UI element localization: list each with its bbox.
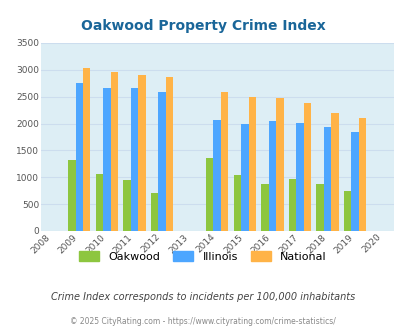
Bar bbox=[330, 113, 338, 231]
Bar bbox=[275, 98, 283, 231]
Bar bbox=[248, 97, 255, 231]
Bar bbox=[233, 175, 241, 231]
Bar bbox=[268, 121, 275, 231]
Bar bbox=[83, 68, 90, 231]
Bar bbox=[205, 158, 213, 231]
Bar bbox=[323, 127, 330, 231]
Bar bbox=[213, 120, 220, 231]
Text: Oakwood Property Crime Index: Oakwood Property Crime Index bbox=[81, 19, 324, 33]
Bar bbox=[123, 180, 130, 231]
Bar bbox=[315, 184, 323, 231]
Bar bbox=[296, 123, 303, 231]
Bar bbox=[303, 103, 310, 231]
Bar bbox=[358, 117, 365, 231]
Bar bbox=[103, 87, 110, 231]
Bar bbox=[220, 92, 228, 231]
Bar bbox=[288, 180, 296, 231]
Bar bbox=[151, 193, 158, 231]
Bar bbox=[351, 132, 358, 231]
Bar bbox=[260, 184, 268, 231]
Bar bbox=[241, 124, 248, 231]
Bar bbox=[165, 77, 173, 231]
Bar bbox=[130, 87, 138, 231]
Bar bbox=[75, 83, 83, 231]
Bar bbox=[68, 160, 75, 231]
Text: © 2025 CityRating.com - https://www.cityrating.com/crime-statistics/: © 2025 CityRating.com - https://www.city… bbox=[70, 317, 335, 326]
Text: Crime Index corresponds to incidents per 100,000 inhabitants: Crime Index corresponds to incidents per… bbox=[51, 292, 354, 302]
Bar bbox=[158, 92, 165, 231]
Bar bbox=[138, 75, 145, 231]
Bar bbox=[110, 73, 118, 231]
Legend: Oakwood, Illinois, National: Oakwood, Illinois, National bbox=[75, 247, 330, 267]
Bar bbox=[343, 191, 351, 231]
Bar bbox=[96, 174, 103, 231]
